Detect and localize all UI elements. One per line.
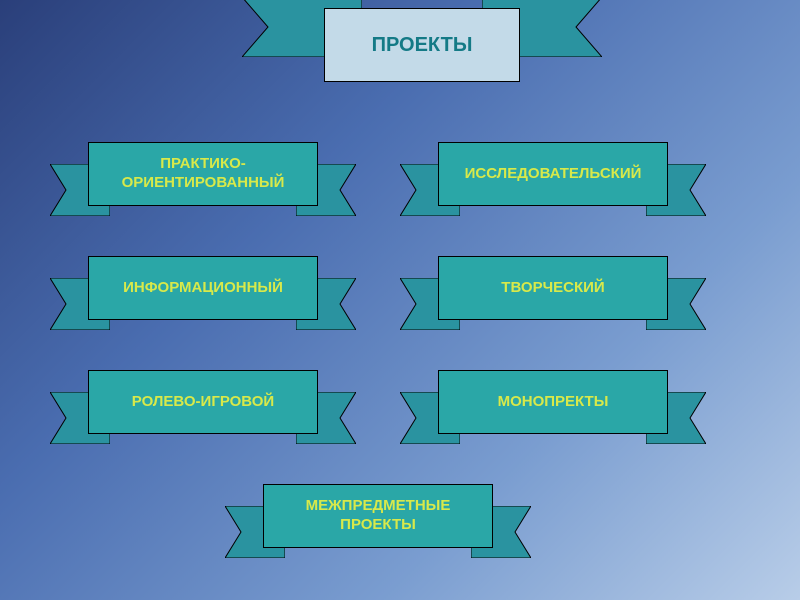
ribbon-label: РОЛЕВО-ИГРОВОЙ [132, 393, 274, 412]
category-ribbon: МЕЖПРЕДМЕТНЫЕ ПРОЕКТЫ [225, 484, 531, 548]
ribbon-label: ИССЛЕДОВАТЕЛЬСКИЙ [465, 165, 642, 184]
category-ribbon: МОНОПРЕКТЫ [400, 370, 706, 434]
ribbon-body: ИНФОРМАЦИОННЫЙ [88, 256, 318, 320]
title-ribbon: ПРОЕКТЫ [242, 8, 602, 82]
ribbon-label: ПРАКТИКО- ОРИЕНТИРОВАННЫЙ [122, 155, 285, 193]
ribbon-body: МОНОПРЕКТЫ [438, 370, 668, 434]
ribbon-label: МОНОПРЕКТЫ [498, 393, 609, 412]
ribbon-label: ИНФОРМАЦИОННЫЙ [123, 279, 283, 298]
category-ribbon: ИССЛЕДОВАТЕЛЬСКИЙ [400, 142, 706, 206]
category-ribbon: ИНФОРМАЦИОННЫЙ [50, 256, 356, 320]
category-ribbon: РОЛЕВО-ИГРОВОЙ [50, 370, 356, 434]
title-label: ПРОЕКТЫ [372, 33, 473, 58]
ribbon-label: МЕЖПРЕДМЕТНЫЕ ПРОЕКТЫ [306, 497, 451, 535]
category-ribbon: ТВОРЧЕСКИЙ [400, 256, 706, 320]
ribbon-body: ТВОРЧЕСКИЙ [438, 256, 668, 320]
ribbon-body: РОЛЕВО-ИГРОВОЙ [88, 370, 318, 434]
category-ribbon: ПРАКТИКО- ОРИЕНТИРОВАННЫЙ [50, 142, 356, 206]
ribbon-body: МЕЖПРЕДМЕТНЫЕ ПРОЕКТЫ [263, 484, 493, 548]
ribbon-label: ТВОРЧЕСКИЙ [501, 279, 604, 298]
title-ribbon-body: ПРОЕКТЫ [324, 8, 520, 82]
ribbon-body: ИССЛЕДОВАТЕЛЬСКИЙ [438, 142, 668, 206]
ribbon-body: ПРАКТИКО- ОРИЕНТИРОВАННЫЙ [88, 142, 318, 206]
